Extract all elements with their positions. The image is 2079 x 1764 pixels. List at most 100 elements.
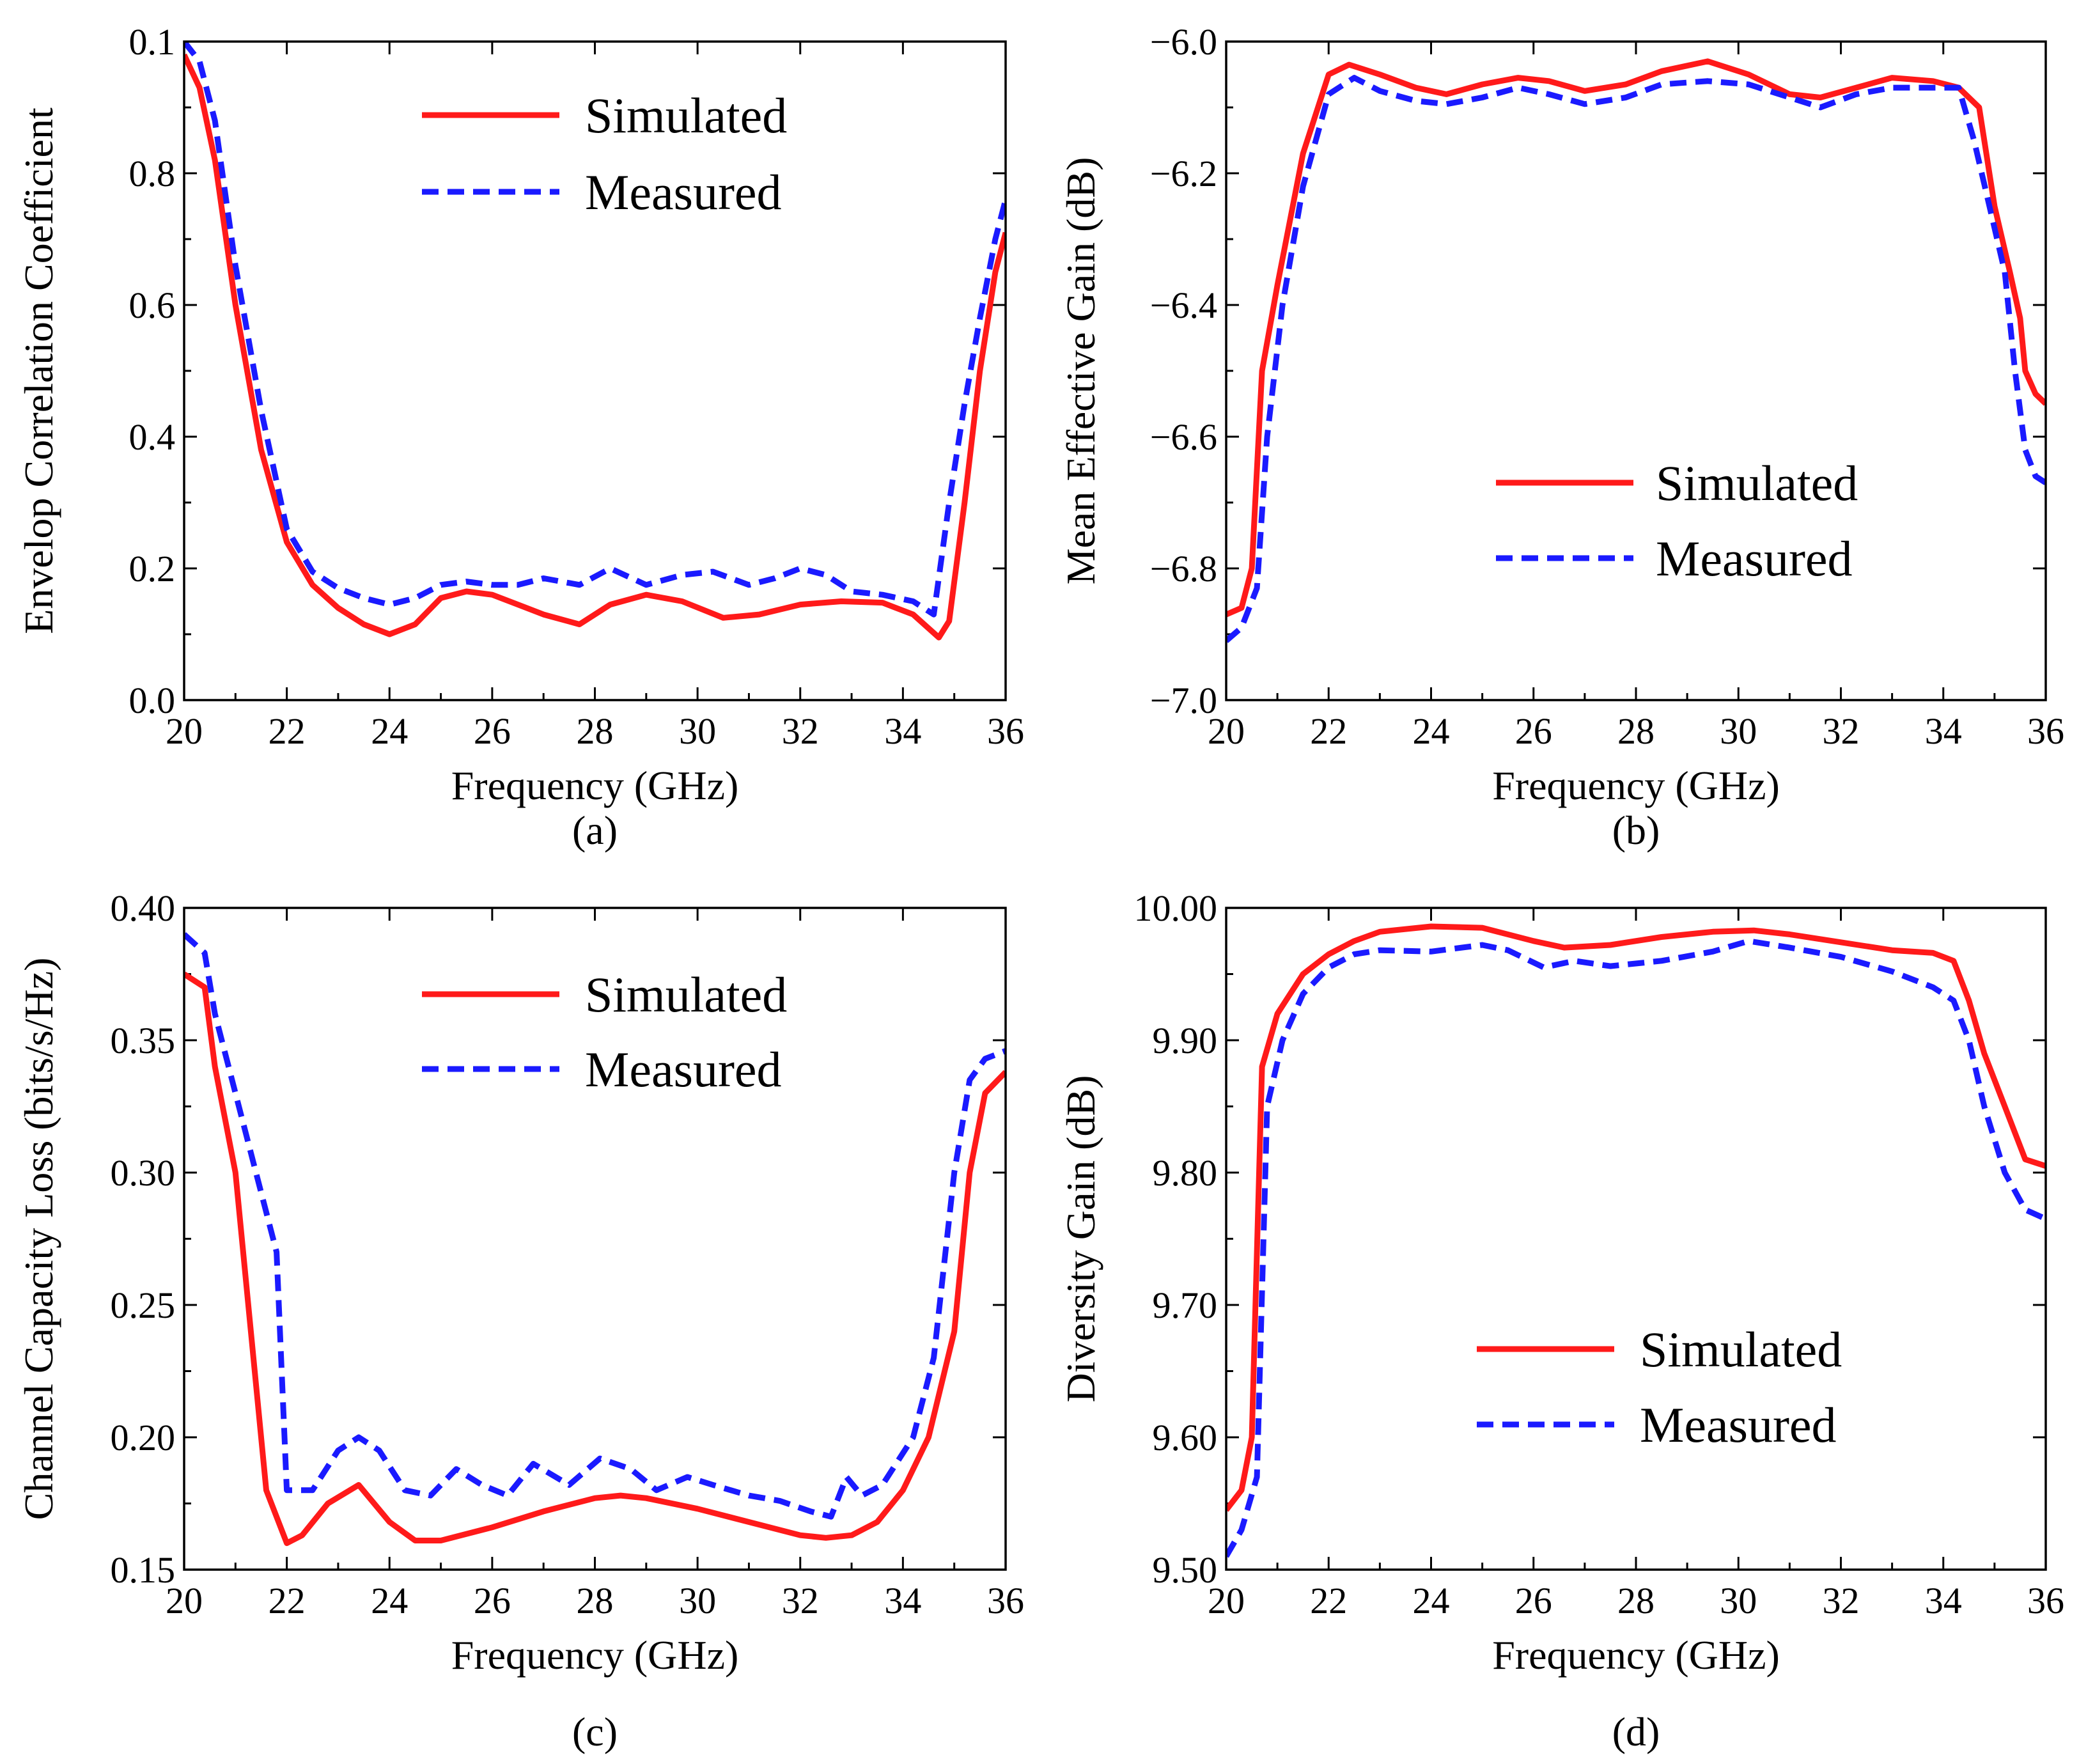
legend-label-simulated: Simulated bbox=[585, 967, 787, 1022]
y-tick-label: 9.50 bbox=[1153, 1549, 1218, 1591]
x-axis-label: Frequency (GHz) bbox=[451, 763, 739, 808]
panel-caption: (b) bbox=[1612, 808, 1660, 853]
series-group bbox=[1226, 923, 2046, 1558]
legend-label-simulated: Simulated bbox=[1656, 455, 1858, 511]
x-tick-label: 34 bbox=[884, 1580, 921, 1621]
x-tick-label: 30 bbox=[679, 710, 716, 752]
legend-label-simulated: Simulated bbox=[1640, 1322, 1842, 1377]
series-line-simulated bbox=[184, 53, 1006, 641]
x-tick-label: 28 bbox=[1617, 1580, 1655, 1621]
y-axis-label: Envelop Correlation Coefficient bbox=[16, 107, 61, 634]
x-tick-label: 30 bbox=[1720, 1580, 1757, 1621]
series-group bbox=[1226, 58, 2046, 643]
x-tick-label: 34 bbox=[884, 710, 921, 752]
series-line-measured bbox=[1226, 75, 2046, 643]
x-tick-label: 22 bbox=[1310, 1580, 1347, 1621]
x-tick-label: 24 bbox=[371, 710, 408, 752]
x-axis-label: Frequency (GHz) bbox=[451, 1632, 739, 1678]
x-tick-label: 20 bbox=[166, 1580, 203, 1621]
series-line-measured bbox=[184, 42, 1006, 618]
panel-a: 20 22 24 26 28 30 32 34 36 0.0 0.2 0.4 0.6 0.8 0.1 Freq… bbox=[16, 21, 1024, 853]
y-tick-label: 0.1 bbox=[129, 21, 176, 63]
legend: Simulated Measured bbox=[1496, 455, 1858, 586]
y-tick-label: 9.90 bbox=[1153, 1020, 1218, 1061]
x-tick-label: 24 bbox=[371, 1580, 408, 1621]
x-tick-label: 36 bbox=[2027, 1580, 2064, 1621]
y-tick-label: −6.2 bbox=[1150, 153, 1217, 194]
x-tick-label: 20 bbox=[166, 710, 203, 752]
x-tick-label: 22 bbox=[1310, 710, 1347, 752]
plot-frame bbox=[1225, 40, 2047, 701]
y-tick-label: 10.00 bbox=[1134, 887, 1218, 929]
x-tick-label: 30 bbox=[1720, 710, 1757, 752]
plot-frame bbox=[183, 40, 1007, 701]
y-tick-label: 0.30 bbox=[111, 1152, 176, 1194]
x-tick-label: 32 bbox=[782, 1580, 819, 1621]
legend: Simulated Measured bbox=[1477, 1322, 1842, 1453]
y-tick-label: 9.70 bbox=[1153, 1284, 1218, 1326]
y-tick-label: 0.20 bbox=[111, 1417, 176, 1458]
y-tick-label: 0.4 bbox=[129, 416, 176, 458]
x-tick-label: 32 bbox=[1823, 710, 1860, 752]
x-tick-label: 30 bbox=[679, 1580, 716, 1621]
x-tick-label: 36 bbox=[987, 1580, 1024, 1621]
panel-c: 20 22 24 26 28 30 32 34 36 0.15 0.20 0.25 0.30 0.35 0.… bbox=[16, 887, 1024, 1754]
panel-caption: (c) bbox=[572, 1709, 618, 1754]
panel-caption: (d) bbox=[1612, 1709, 1660, 1754]
y-tick-label: 0.8 bbox=[129, 153, 176, 194]
series-group bbox=[184, 42, 1006, 641]
x-axis-label: Frequency (GHz) bbox=[1492, 1632, 1780, 1678]
x-tick-label: 28 bbox=[577, 1580, 614, 1621]
x-tick-label: 26 bbox=[1515, 1580, 1552, 1621]
legend: Simulated Measured bbox=[422, 88, 787, 220]
y-tick-label: 0.25 bbox=[111, 1284, 176, 1326]
x-tick-label: 24 bbox=[1413, 1580, 1450, 1621]
legend: Simulated Measured bbox=[422, 967, 787, 1097]
series-line-simulated bbox=[1226, 58, 2046, 618]
legend-label-measured: Measured bbox=[585, 1042, 782, 1097]
legend-label-simulated: Simulated bbox=[585, 88, 787, 143]
y-tick-label: 0.35 bbox=[111, 1020, 176, 1061]
plot-frame bbox=[1225, 907, 2047, 1571]
x-tick-label: 26 bbox=[474, 1580, 511, 1621]
y-tick-label: 0.0 bbox=[129, 680, 176, 721]
x-tick-label: 34 bbox=[1925, 1580, 1962, 1621]
plot-frame bbox=[183, 907, 1007, 1571]
y-tick-label: −6.0 bbox=[1150, 21, 1217, 63]
y-tick-label: 0.6 bbox=[129, 285, 176, 326]
legend-label-measured: Measured bbox=[585, 164, 782, 220]
y-tick-label: 0.2 bbox=[129, 548, 176, 589]
x-tick-label: 28 bbox=[1617, 710, 1655, 752]
y-axis-label: Mean Effective Gain (dB) bbox=[1058, 157, 1103, 585]
series-group bbox=[184, 932, 1006, 1547]
series-line-simulated bbox=[1226, 923, 2046, 1512]
x-tick-label: 36 bbox=[987, 710, 1024, 752]
panel-caption: (a) bbox=[572, 808, 618, 853]
x-tick-label: 20 bbox=[1208, 1580, 1245, 1621]
panel-b: 20 22 24 26 28 30 32 34 36 −7.0 −6.8 −6.6 −6.4 −6.2 −6… bbox=[1058, 21, 2064, 853]
y-axis-label: Diversity Gain (dB) bbox=[1058, 1075, 1103, 1403]
x-tick-label: 24 bbox=[1413, 710, 1450, 752]
series-line-simulated bbox=[184, 971, 1006, 1547]
x-tick-label: 32 bbox=[782, 710, 819, 752]
x-tick-label: 26 bbox=[1515, 710, 1552, 752]
y-tick-label: −6.8 bbox=[1150, 548, 1217, 589]
x-tick-label: 36 bbox=[2027, 710, 2064, 752]
y-tick-label: −6.6 bbox=[1150, 416, 1217, 458]
legend-label-measured: Measured bbox=[1656, 531, 1853, 586]
x-axis-label: Frequency (GHz) bbox=[1492, 763, 1780, 808]
y-tick-label: 9.80 bbox=[1153, 1152, 1218, 1194]
y-tick-label: 0.15 bbox=[111, 1549, 176, 1591]
x-tick-label: 34 bbox=[1925, 710, 1962, 752]
y-tick-label: −7.0 bbox=[1150, 680, 1217, 721]
x-tick-label: 20 bbox=[1208, 710, 1245, 752]
y-tick-label: 9.60 bbox=[1153, 1417, 1218, 1458]
x-tick-label: 22 bbox=[269, 710, 306, 752]
panel-d: 20 22 24 26 28 30 32 34 36 9.50 9.60 9.70 9.80 9.90 10… bbox=[1058, 887, 2064, 1754]
series-line-measured bbox=[1226, 938, 2046, 1558]
x-tick-label: 26 bbox=[474, 710, 511, 752]
series-line-measured bbox=[184, 932, 1006, 1520]
legend-label-measured: Measured bbox=[1640, 1397, 1837, 1453]
x-tick-label: 22 bbox=[269, 1580, 306, 1621]
